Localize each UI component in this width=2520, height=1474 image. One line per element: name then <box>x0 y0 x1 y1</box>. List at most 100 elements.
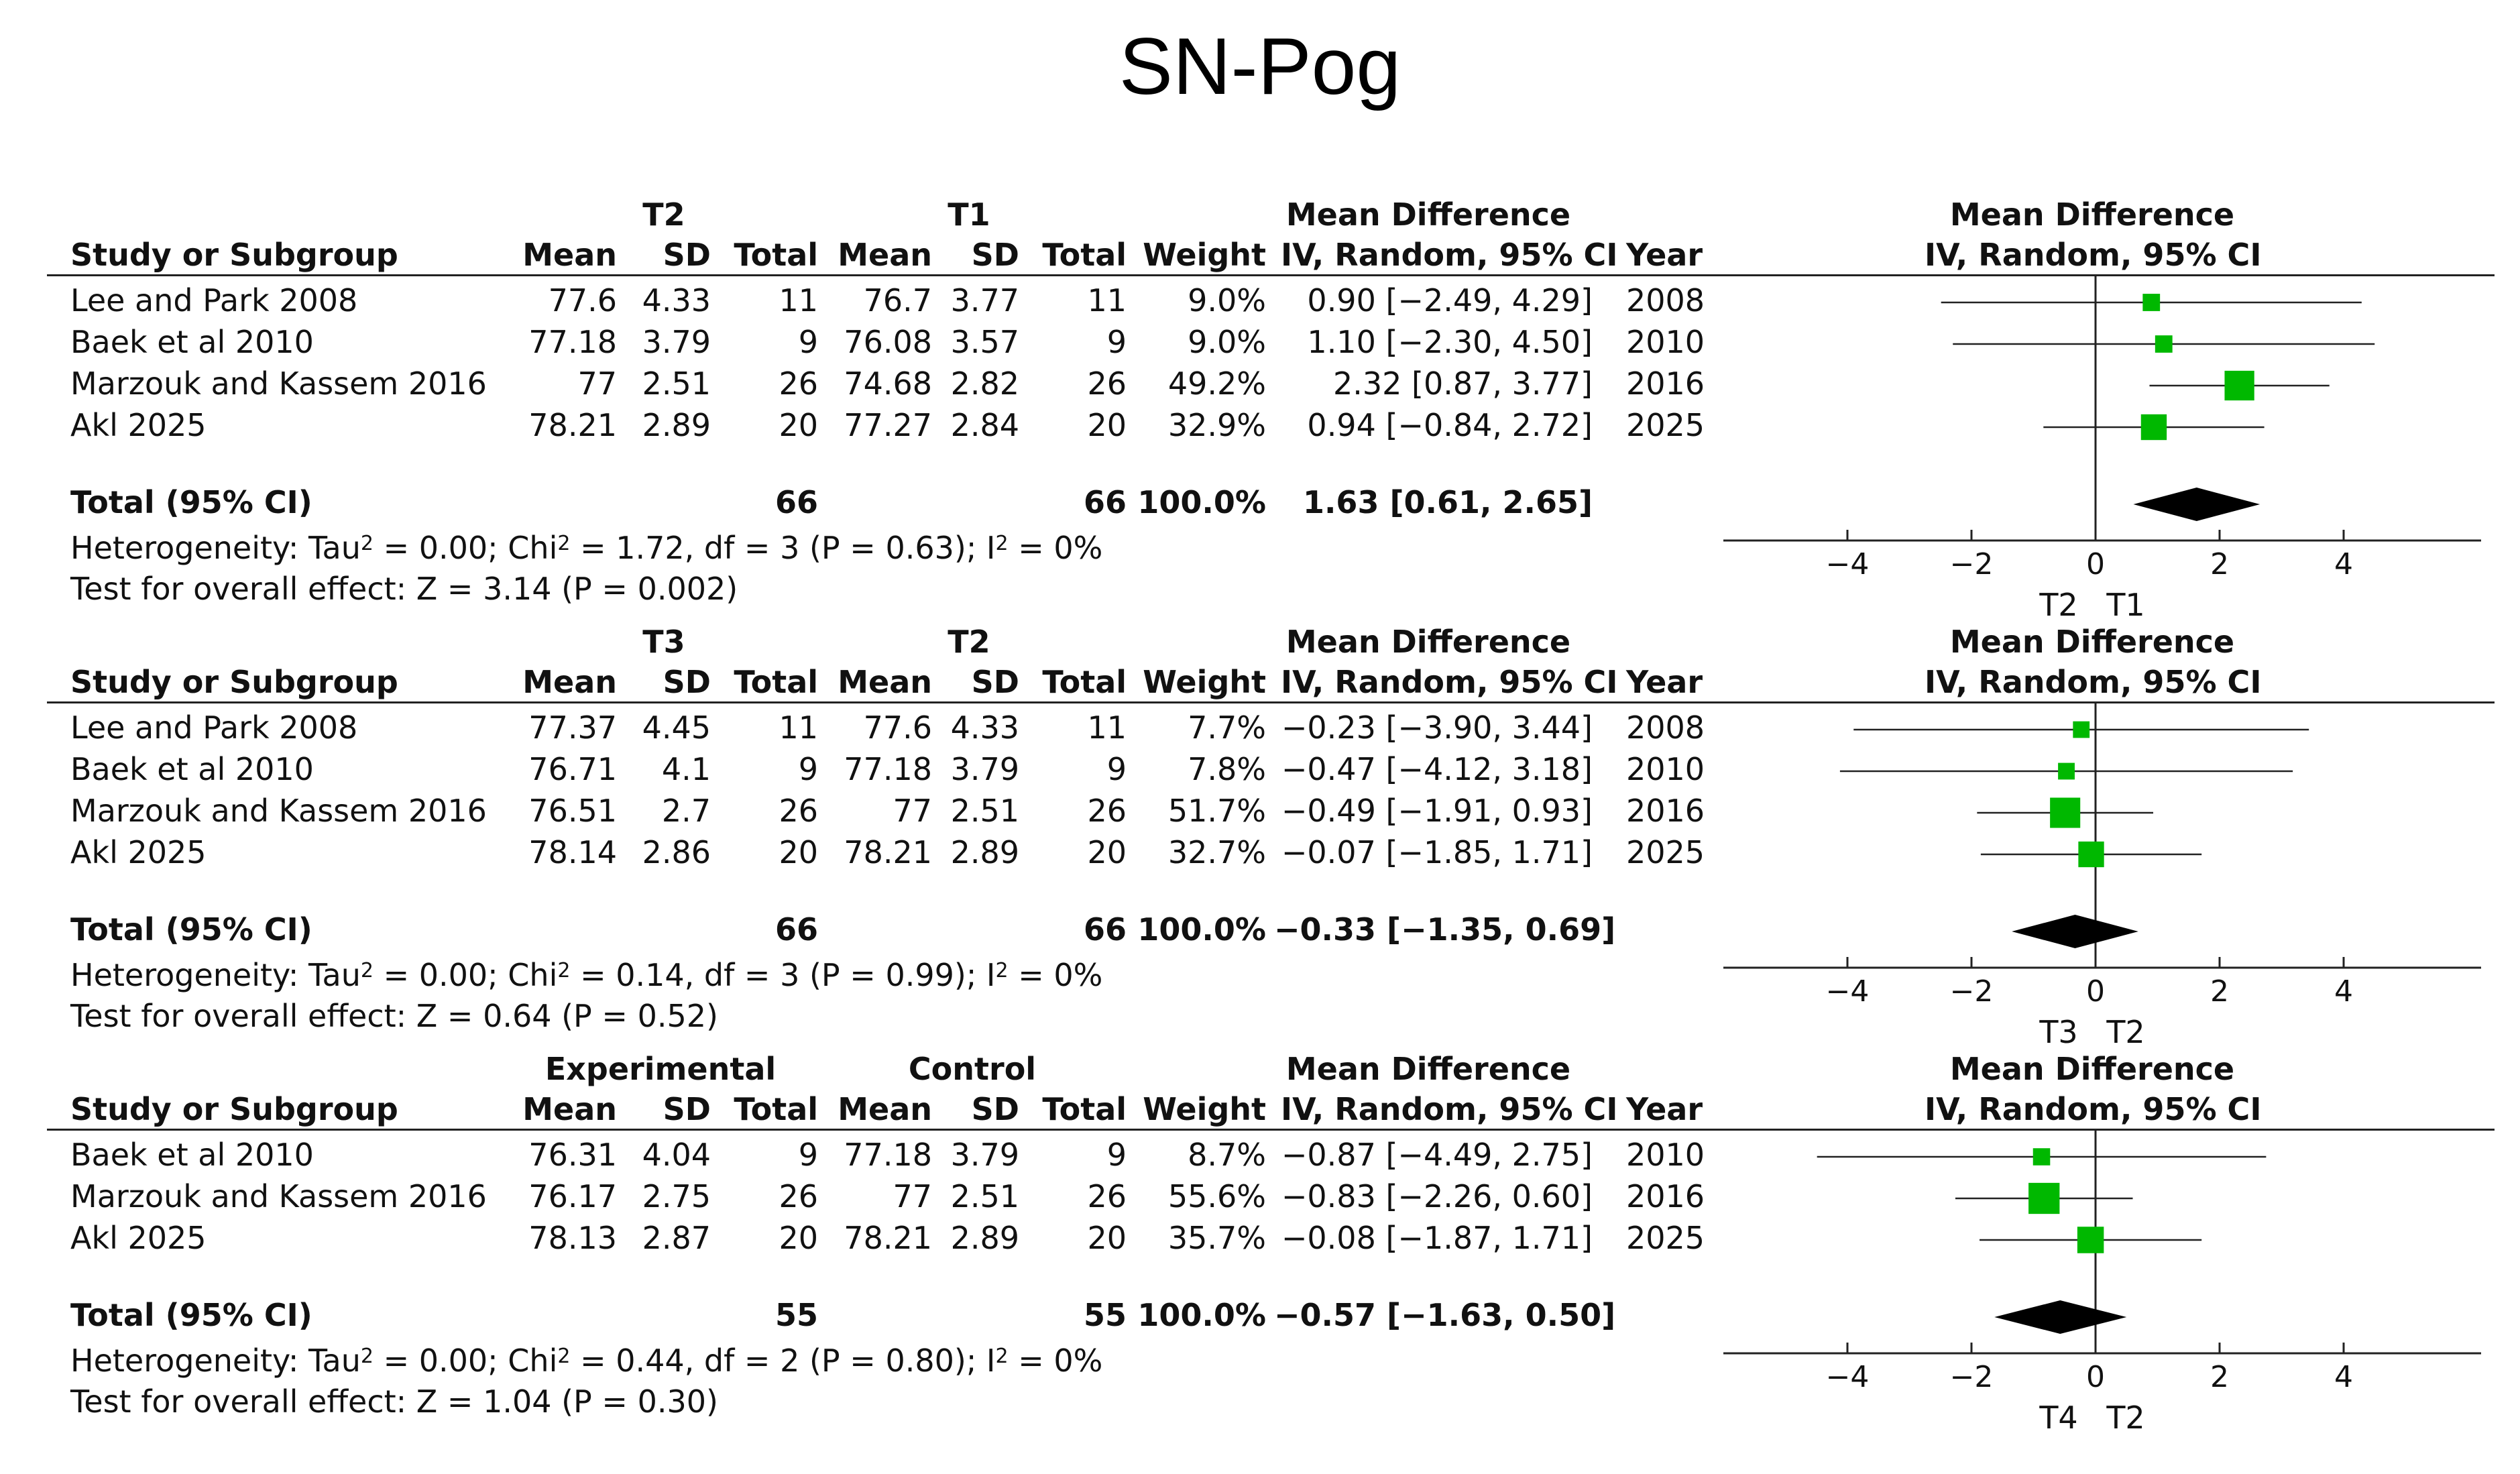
mean1-header: Mean <box>522 237 617 273</box>
study-marker <box>2073 721 2090 738</box>
total1-value: 66 <box>775 484 818 520</box>
sd1-value: 4.1 <box>661 751 711 787</box>
heterogeneity-text: Heterogeneity: Tau2 = 0.00; Chi2 = 0.14,… <box>70 957 1103 993</box>
year-header: Year <box>1626 664 1703 700</box>
total2-value: 26 <box>1087 793 1127 829</box>
mean2-value: 77.18 <box>844 1137 932 1173</box>
mean2-header: Mean <box>838 237 932 273</box>
axis-right-label: T1 <box>2106 587 2145 623</box>
weight-value: 32.9% <box>1167 407 1266 443</box>
pooled-ci: −0.33 [−1.35, 0.69] <box>1274 911 1616 948</box>
axis-left-label: T4 <box>2039 1400 2078 1436</box>
year-value: 2010 <box>1626 324 1705 360</box>
total-row: Total (95% CI) 66 66 100.0% 1.63 [0.61, … <box>0 484 2520 525</box>
ci-value: −0.23 [−3.90, 3.44] <box>1281 710 1593 746</box>
axis-tick-label: −2 <box>1950 1360 1994 1394</box>
study-name: Akl 2025 <box>70 1220 207 1256</box>
sd1-value: 2.87 <box>642 1220 711 1256</box>
total-label: Total (95% CI) <box>70 484 312 520</box>
total2-value: 9 <box>1106 324 1127 360</box>
mean1-value: 77 <box>577 365 617 402</box>
table-row: Lee and Park 2008 77.37 4.45 11 77.6 4.3… <box>0 709 2520 750</box>
mean2-value: 77.18 <box>844 751 932 787</box>
sd2-value: 2.89 <box>950 1220 1019 1256</box>
weight-header: Weight <box>1143 237 1266 273</box>
table-row: Akl 2025 78.13 2.87 20 78.21 2.89 20 35.… <box>0 1219 2520 1261</box>
total1-value: 20 <box>779 834 818 870</box>
study-marker <box>2155 335 2173 353</box>
axis-tick-label: 2 <box>2210 547 2229 581</box>
study-name: Lee and Park 2008 <box>70 710 358 746</box>
total-weight: 100.0% <box>1137 1297 1266 1333</box>
axis-right-label: T2 <box>2106 1014 2145 1050</box>
study-name: Marzouk and Kassem 2016 <box>70 793 487 829</box>
study-column-header: Study or Subgroup <box>70 664 398 700</box>
total2-value: 26 <box>1087 1178 1127 1214</box>
md-plot-header: Mean Difference <box>1949 1051 2235 1087</box>
sd1-header: SD <box>663 1091 711 1127</box>
ci-value: 2.32 [0.87, 3.77] <box>1332 365 1593 402</box>
total2-value: 20 <box>1087 1220 1127 1256</box>
total2-header: Total <box>1042 237 1127 273</box>
mean2-header: Mean <box>838 1091 932 1127</box>
ci-plot-header: IV, Random, 95% CI <box>1925 664 2262 700</box>
weight-value: 51.7% <box>1167 793 1266 829</box>
total1-value: 9 <box>798 1137 818 1173</box>
group2-header: T1 <box>948 196 990 233</box>
ci-value: −0.83 [−2.26, 0.60] <box>1281 1178 1593 1214</box>
axis-left-label: T3 <box>2039 1014 2078 1050</box>
weight-value: 8.7% <box>1188 1137 1266 1173</box>
sd1-value: 2.86 <box>642 834 711 870</box>
axis-tick-label: 4 <box>2334 1360 2353 1394</box>
study-name: Baek et al 2010 <box>70 1137 314 1173</box>
study-marker <box>2028 1182 2060 1214</box>
md-header: Mean Difference <box>1285 1051 1571 1087</box>
mean2-value: 77.27 <box>844 407 932 443</box>
mean2-value: 76.08 <box>844 324 932 360</box>
year-value: 2010 <box>1626 1137 1705 1173</box>
total1-header: Total <box>734 664 818 700</box>
mean2-value: 76.7 <box>863 282 932 319</box>
year-value: 2016 <box>1626 1178 1705 1214</box>
sd1-value: 4.33 <box>642 282 711 319</box>
mean1-header: Mean <box>522 1091 617 1127</box>
heterogeneity-text: Heterogeneity: Tau2 = 0.00; Chi2 = 1.72,… <box>70 530 1103 566</box>
total2-value: 55 <box>1083 1297 1127 1333</box>
study-name: Baek et al 2010 <box>70 324 314 360</box>
sd2-value: 2.82 <box>950 365 1019 402</box>
total1-value: 20 <box>779 1220 818 1256</box>
mean1-value: 78.14 <box>528 834 617 870</box>
mean1-value: 77.18 <box>528 324 617 360</box>
total1-value: 66 <box>775 911 818 948</box>
pooled-ci: −0.57 [−1.63, 0.50] <box>1274 1297 1616 1333</box>
mean1-value: 78.13 <box>528 1220 617 1256</box>
mean2-value: 77.6 <box>863 710 932 746</box>
mean2-header: Mean <box>838 664 932 700</box>
year-value: 2010 <box>1626 751 1705 787</box>
axis-tick-label: 4 <box>2334 974 2353 1009</box>
mean2-value: 77 <box>893 1178 932 1214</box>
weight-value: 7.8% <box>1188 751 1266 787</box>
mean2-value: 78.21 <box>844 834 932 870</box>
weight-value: 7.7% <box>1188 710 1266 746</box>
study-name: Baek et al 2010 <box>70 751 314 787</box>
total2-value: 66 <box>1083 484 1127 520</box>
sd1-header: SD <box>663 664 711 700</box>
group2-header: Control <box>908 1051 1037 1087</box>
pooled-diamond <box>2012 915 2138 948</box>
year-value: 2025 <box>1626 407 1705 443</box>
sd2-header: SD <box>971 1091 1019 1127</box>
forest-panel-3: Experimental Control Mean Difference Mea… <box>0 1045 2520 1474</box>
weight-value: 9.0% <box>1188 324 1266 360</box>
mean1-value: 76.17 <box>528 1178 617 1214</box>
page-title: SN-Pog <box>1119 21 1401 111</box>
mean1-value: 76.31 <box>528 1137 617 1173</box>
year-value: 2025 <box>1626 1220 1705 1256</box>
total-weight: 100.0% <box>1137 911 1266 948</box>
study-column-header: Study or Subgroup <box>70 1091 398 1127</box>
weight-value: 35.7% <box>1167 1220 1266 1256</box>
table-row: Baek et al 2010 77.18 3.79 9 76.08 3.57 … <box>0 323 2520 365</box>
total2-header: Total <box>1042 664 1127 700</box>
axis-tick-label: −2 <box>1950 547 1994 581</box>
sd1-value: 3.79 <box>642 324 711 360</box>
